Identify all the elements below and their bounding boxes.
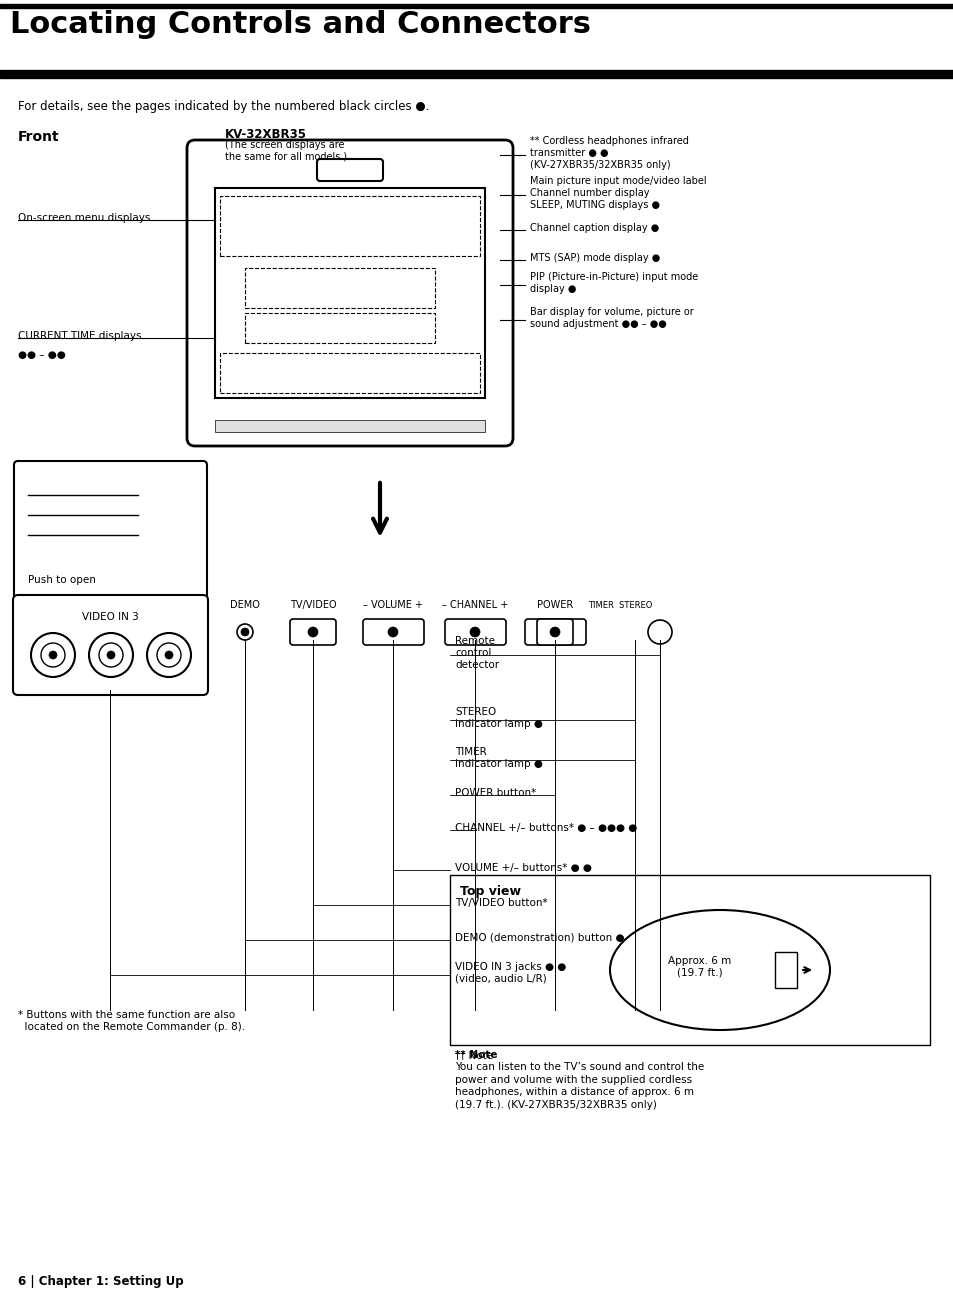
Circle shape <box>308 628 317 637</box>
Bar <box>214 187 484 398</box>
Text: VIDEO IN 3: VIDEO IN 3 <box>82 612 138 622</box>
Circle shape <box>41 643 65 667</box>
FancyBboxPatch shape <box>537 618 573 644</box>
Text: For details, see the pages indicated by the numbered black circles ●.: For details, see the pages indicated by … <box>18 100 429 113</box>
Bar <box>0 4 953 8</box>
Text: Locating Controls and Connectors: Locating Controls and Connectors <box>10 10 590 39</box>
Text: 6 | Chapter 1: Setting Up: 6 | Chapter 1: Setting Up <box>18 1275 183 1288</box>
Text: ** Note: ** Note <box>455 1049 497 1060</box>
Circle shape <box>49 651 57 659</box>
Text: TIMER  STEREO: TIMER STEREO <box>587 602 652 611</box>
Bar <box>220 197 479 256</box>
Circle shape <box>236 624 253 641</box>
Bar <box>245 268 435 309</box>
Circle shape <box>157 643 181 667</box>
Circle shape <box>550 628 559 637</box>
FancyBboxPatch shape <box>316 159 382 181</box>
Text: Main picture input mode/video label
Channel number display
SLEEP, MUTING display: Main picture input mode/video label Chan… <box>530 176 706 211</box>
Text: PIP (Picture-in-Picture) input mode
display ●: PIP (Picture-in-Picture) input mode disp… <box>530 272 698 294</box>
Ellipse shape <box>609 910 829 1030</box>
Circle shape <box>241 628 249 635</box>
Text: Front: Front <box>18 130 60 145</box>
Circle shape <box>30 633 75 677</box>
Text: DEMO (demonstration) button ●: DEMO (demonstration) button ● <box>455 934 624 943</box>
Bar <box>245 312 435 342</box>
Text: Top view: Top view <box>459 885 520 898</box>
Text: TV/VIDEO: TV/VIDEO <box>290 600 336 611</box>
Text: CHANNEL +/– buttons* ● – ●●● ●: CHANNEL +/– buttons* ● – ●●● ● <box>455 823 637 833</box>
Text: TIMER
indicator lamp ●: TIMER indicator lamp ● <box>455 747 542 768</box>
Text: VOLUME +/– buttons* ● ●: VOLUME +/– buttons* ● ● <box>455 863 591 874</box>
Bar <box>0 70 953 78</box>
Bar <box>220 353 479 393</box>
Text: POWER: POWER <box>537 600 573 611</box>
Text: (The screen displays are
the same for all models.): (The screen displays are the same for al… <box>225 141 347 161</box>
Text: Push to open: Push to open <box>28 575 95 585</box>
Text: * Buttons with the same function are also
  located on the Remote Commander (p. : * Buttons with the same function are als… <box>18 1010 245 1031</box>
FancyBboxPatch shape <box>13 595 208 695</box>
Text: – VOLUME +: – VOLUME + <box>363 600 422 611</box>
FancyBboxPatch shape <box>14 461 207 599</box>
Text: Channel caption display ●: Channel caption display ● <box>530 223 659 233</box>
Circle shape <box>147 633 191 677</box>
FancyBboxPatch shape <box>444 618 505 644</box>
Text: Approx. 6 m
(19.7 ft.): Approx. 6 m (19.7 ft.) <box>668 956 731 978</box>
Bar <box>214 421 484 432</box>
FancyBboxPatch shape <box>363 618 423 644</box>
Text: Remote
control
detector: Remote control detector <box>455 637 498 669</box>
Text: KV-32XBR35: KV-32XBR35 <box>225 128 307 141</box>
Text: †† Note
You can listen to the TV’s sound and control the
power and volume with t: †† Note You can listen to the TV’s sound… <box>455 1049 703 1109</box>
Circle shape <box>165 651 172 659</box>
Text: On-screen menu displays: On-screen menu displays <box>18 214 151 223</box>
FancyBboxPatch shape <box>187 141 513 447</box>
Circle shape <box>107 651 115 659</box>
Circle shape <box>89 633 132 677</box>
Text: DEMO: DEMO <box>230 600 259 611</box>
Text: – CHANNEL +: – CHANNEL + <box>441 600 508 611</box>
Circle shape <box>388 628 397 637</box>
Text: ●● – ●●: ●● – ●● <box>18 350 66 359</box>
Text: ** Cordless headphones infrared
transmitter ● ●
(KV-27XBR35/32XBR35 only): ** Cordless headphones infrared transmit… <box>530 135 688 171</box>
FancyBboxPatch shape <box>524 618 585 644</box>
FancyBboxPatch shape <box>290 618 335 644</box>
Circle shape <box>550 628 559 637</box>
Circle shape <box>470 628 479 637</box>
Text: TV/VIDEO button*: TV/VIDEO button* <box>455 898 547 907</box>
Text: Bar display for volume, picture or
sound adjustment ●● – ●●: Bar display for volume, picture or sound… <box>530 307 693 329</box>
Text: MTS (SAP) mode display ●: MTS (SAP) mode display ● <box>530 253 659 263</box>
Text: POWER button*: POWER button* <box>455 788 536 798</box>
Circle shape <box>647 620 671 644</box>
Circle shape <box>99 643 123 667</box>
Bar <box>450 875 929 1046</box>
Bar <box>774 952 796 988</box>
Text: VIDEO IN 3 jacks ● ●
(video, audio L/R): VIDEO IN 3 jacks ● ● (video, audio L/R) <box>455 962 566 984</box>
Text: CURRENT TIME displays: CURRENT TIME displays <box>18 331 141 341</box>
Text: STEREO
indicator lamp ●: STEREO indicator lamp ● <box>455 707 542 729</box>
